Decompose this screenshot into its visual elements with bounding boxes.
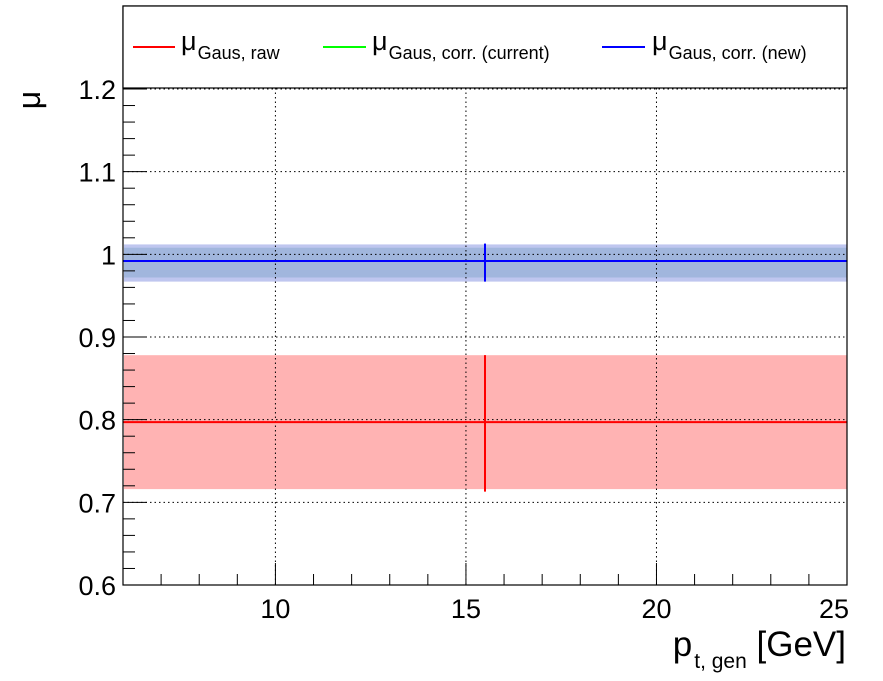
legend-label-current-main: μ	[372, 26, 388, 56]
x-tick-label-0: 10	[260, 594, 290, 624]
x-tick-label-1: 15	[451, 594, 481, 624]
x-axis-title: pt, gen [GeV]	[673, 625, 846, 673]
x-axis-title-sub: t, gen	[694, 650, 747, 673]
x-axis-title-unit: [GeV]	[747, 625, 846, 664]
plot-area: 0.6 0.7 0.8 0.9 1 1.1 1.2 10 15 20 25	[78, 5, 849, 624]
legend: μGaus, raw μGaus, corr. (current) μGaus,…	[122, 5, 848, 89]
y-tick-label-0: 0.6	[78, 571, 116, 601]
y-tick-label-6: 1.2	[78, 75, 116, 105]
legend-label-raw-sub: Gaus, raw	[198, 43, 281, 63]
y-tick-label-2: 0.8	[78, 406, 116, 436]
y-tick-label-5: 1.1	[78, 158, 116, 188]
legend-label-new-sub: Gaus, corr. (new)	[669, 43, 807, 63]
x-tick-label-3: 25	[819, 594, 849, 624]
legend-label-current-sub: Gaus, corr. (current)	[389, 43, 550, 63]
y-tick-label-1: 0.7	[78, 488, 116, 518]
y-tick-label-3: 0.9	[78, 323, 116, 353]
y-axis-title: μ	[11, 91, 47, 109]
legend-label-new-main: μ	[652, 26, 668, 56]
legend-label-raw: μGaus, raw	[181, 26, 281, 63]
legend-box	[122, 5, 848, 89]
x-axis-title-main: p	[673, 625, 692, 664]
legend-label-raw-main: μ	[181, 26, 197, 56]
legend-label-current: μGaus, corr. (current)	[372, 26, 550, 63]
x-tick-label-2: 20	[641, 594, 671, 624]
legend-label-new: μGaus, corr. (new)	[652, 26, 807, 63]
y-tick-label-4: 1	[101, 240, 116, 270]
